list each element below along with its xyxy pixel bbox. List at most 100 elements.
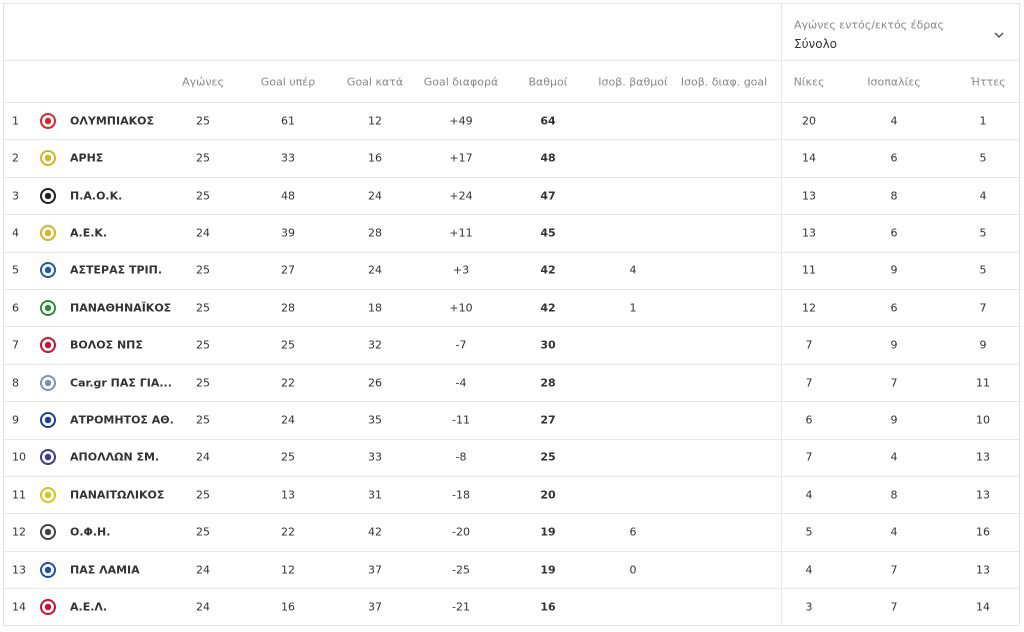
team-name: Α.Ε.Λ.: [70, 600, 108, 614]
team-name: Π.Α.Ο.Κ.: [70, 189, 123, 202]
cell-wins: 4: [805, 488, 813, 502]
cell-gd: -11: [452, 413, 470, 427]
cell-draws: 8: [890, 488, 898, 502]
cell-pts: 28: [540, 376, 556, 389]
column-header: Ισοπαλίες: [867, 75, 921, 89]
cell-played: 25: [196, 525, 210, 539]
cell-pts: 42: [540, 263, 556, 277]
team-name: Car.gr ΠΑΣ ΓΙΑ...: [70, 376, 172, 389]
column-header: Βαθμοί: [528, 75, 568, 89]
cell-gf: 61: [281, 114, 295, 128]
cell-gf: 22: [281, 376, 295, 389]
cell-ga: 31: [368, 488, 382, 502]
row-border: [4, 214, 1019, 215]
rank: 14: [12, 600, 26, 614]
cell-gf: 39: [281, 226, 295, 240]
cell-pts: 30: [540, 338, 556, 352]
cell-ga: 18: [368, 301, 382, 315]
cell-draws: 9: [890, 263, 898, 277]
cell-ga: 24: [368, 189, 382, 202]
column-header: Αγώνες: [182, 75, 224, 89]
column-divider: [781, 4, 782, 625]
cell-pts: 48: [540, 151, 556, 165]
rank: 8: [12, 376, 19, 389]
row-border: [4, 364, 1019, 365]
cell-gd: -21: [452, 600, 470, 614]
cell-pts: 20: [540, 488, 556, 502]
team-logo: [40, 486, 56, 503]
cell-pts: 19: [540, 525, 556, 539]
cell-ga: 37: [368, 600, 382, 614]
cell-gd: -18: [452, 488, 470, 502]
cell-played: 25: [196, 376, 210, 389]
team-logo: [40, 187, 56, 204]
cell-gf: 25: [281, 450, 295, 464]
row-border: [4, 289, 1019, 290]
row-border: [4, 177, 1019, 178]
cell-losses: 14: [976, 600, 990, 614]
cell-gd: +24: [449, 189, 473, 202]
cell-wins: 13: [802, 226, 816, 240]
team-logo: [40, 598, 56, 615]
cell-played: 25: [196, 114, 210, 128]
cell-draws: 4: [890, 114, 898, 128]
rank: 9: [12, 413, 19, 427]
rank: 4: [12, 226, 19, 240]
filter-label: Αγώνες εντός/εκτός έδρας: [794, 18, 944, 32]
standings-table: Αγώνες εντός/εκτός έδρας Σύνολο Αγώνες Go…: [3, 3, 1020, 626]
row-border: [4, 513, 1019, 514]
cell-gf: 13: [281, 488, 295, 502]
team-name: ΑΤΡΟΜΗΤΟΣ ΑΘ.: [70, 413, 174, 427]
cell-losses: 7: [979, 301, 987, 315]
cell-pts: 45: [540, 226, 556, 240]
cell-gf: 28: [281, 301, 295, 315]
row-border: [4, 588, 1019, 589]
chevron-icon: [994, 32, 1004, 39]
cell-gd: +10: [449, 301, 473, 315]
cell-losses: 13: [976, 450, 990, 464]
cell-draws: 9: [890, 413, 898, 427]
cell-draws: 7: [890, 376, 898, 389]
cell-pts: 19: [540, 563, 556, 576]
team-name: Α.Ε.Κ.: [70, 226, 108, 240]
team-logo: [40, 449, 56, 466]
cell-losses: 11: [976, 376, 990, 389]
cell-wins: 7: [805, 376, 813, 389]
column-header: Goal κατά: [346, 75, 404, 89]
cell-gd: +49: [449, 114, 473, 128]
team-logo: [40, 411, 56, 428]
cell-played: 25: [196, 301, 210, 315]
column-header: Goal υπέρ: [260, 75, 316, 89]
cell-ga: 24: [368, 263, 382, 277]
row-border: [4, 401, 1019, 402]
team-logo: [40, 561, 56, 578]
cell-gf: 22: [281, 525, 295, 539]
cell-ga: 12: [368, 114, 382, 128]
team-logo: [40, 374, 56, 391]
cell-losses: 13: [976, 563, 990, 576]
team-name: ΒΟΛΟΣ ΝΠΣ: [70, 338, 143, 352]
home-away-filter[interactable]: Αγώνες εντός/εκτός έδρας Σύνολο: [782, 4, 1019, 60]
rank: 2: [12, 151, 19, 165]
cell-played: 25: [196, 263, 210, 277]
cell-played: 24: [196, 563, 210, 576]
cell-gd: -25: [452, 563, 470, 576]
cell-gd: -7: [455, 338, 467, 352]
cell-gf: 12: [281, 563, 295, 576]
cell-tie-pts: 6: [629, 525, 637, 539]
row-border: [4, 551, 1019, 552]
cell-draws: 8: [890, 189, 898, 202]
row-border: [4, 60, 1019, 61]
cell-wins: 7: [805, 450, 813, 464]
cell-pts: 47: [540, 189, 556, 202]
cell-losses: 13: [976, 488, 990, 502]
cell-draws: 4: [890, 450, 898, 464]
row-border: [4, 252, 1019, 253]
cell-gf: 33: [281, 151, 295, 165]
column-header: Goal διαφορά: [423, 75, 499, 89]
row-border: [4, 476, 1019, 477]
cell-losses: 9: [979, 338, 987, 352]
cell-draws: 4: [890, 525, 898, 539]
row-border: [4, 139, 1019, 140]
cell-draws: 6: [890, 301, 898, 315]
